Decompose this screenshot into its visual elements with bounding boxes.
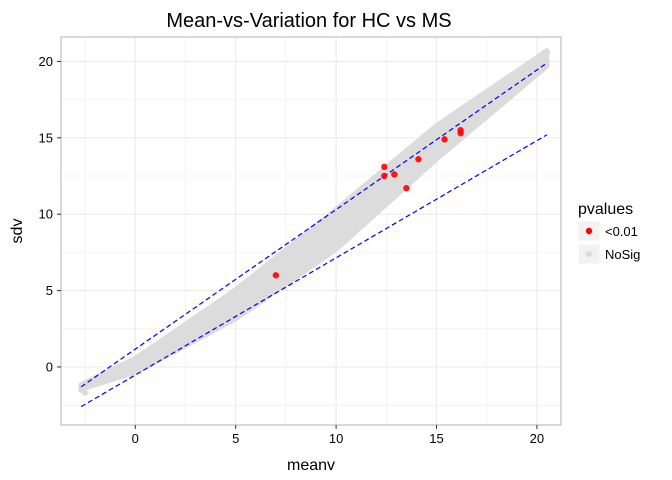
legend-label-nosig: NoSig (605, 247, 640, 262)
nosig-point (503, 95, 510, 102)
y-tick-label: 0 (46, 359, 53, 374)
y-axis-ticks: 0 5 10 15 20 (39, 54, 61, 374)
sig-point (381, 172, 388, 180)
reference-line-lower (80, 134, 548, 408)
sig-point (391, 171, 398, 178)
nosig-point (82, 389, 89, 396)
x-tick-label: 15 (429, 431, 443, 446)
x-tick-label: 5 (232, 431, 239, 446)
plot-border (60, 36, 562, 426)
legend-swatch-sig (585, 227, 593, 235)
y-tick-label: 15 (39, 130, 53, 145)
x-axis-title: meanv (287, 457, 335, 474)
legend: pvalues <0.01 NoSig (577, 201, 640, 265)
sig-point (272, 272, 280, 279)
reference-line-upper (80, 62, 548, 388)
reference-lines (80, 62, 548, 408)
nosig-point (509, 90, 516, 97)
sig-point (381, 163, 388, 171)
chart-title: Mean-vs-Variation for HC vs MS (166, 10, 451, 32)
nosig-density-band (78, 48, 550, 392)
sig-point (457, 130, 464, 137)
legend-swatch-nosig (585, 250, 593, 258)
nosig-point (379, 185, 386, 192)
sig-point (415, 156, 422, 163)
legend-label-sig: <0.01 (605, 224, 638, 239)
sig-points (272, 126, 464, 279)
nosig-point (543, 49, 550, 56)
y-axis-title: sdv (9, 219, 26, 244)
x-tick-label: 0 (132, 431, 139, 446)
y-tick-label: 10 (39, 207, 53, 222)
sig-point (441, 136, 448, 143)
y-tick-label: 20 (39, 54, 53, 69)
nosig-point (399, 165, 406, 172)
legend-title: pvalues (578, 201, 633, 218)
nosig-point (389, 189, 396, 196)
x-axis-ticks: 0 5 10 15 20 (132, 425, 544, 446)
nosig-point (513, 84, 520, 91)
nosig-point (403, 179, 410, 186)
x-tick-label: 20 (530, 431, 544, 446)
nosig-point-cloud (78, 48, 550, 392)
nosig-point (469, 110, 476, 117)
y-tick-label: 5 (46, 283, 53, 298)
x-tick-label: 10 (329, 431, 343, 446)
sig-point (403, 185, 410, 192)
